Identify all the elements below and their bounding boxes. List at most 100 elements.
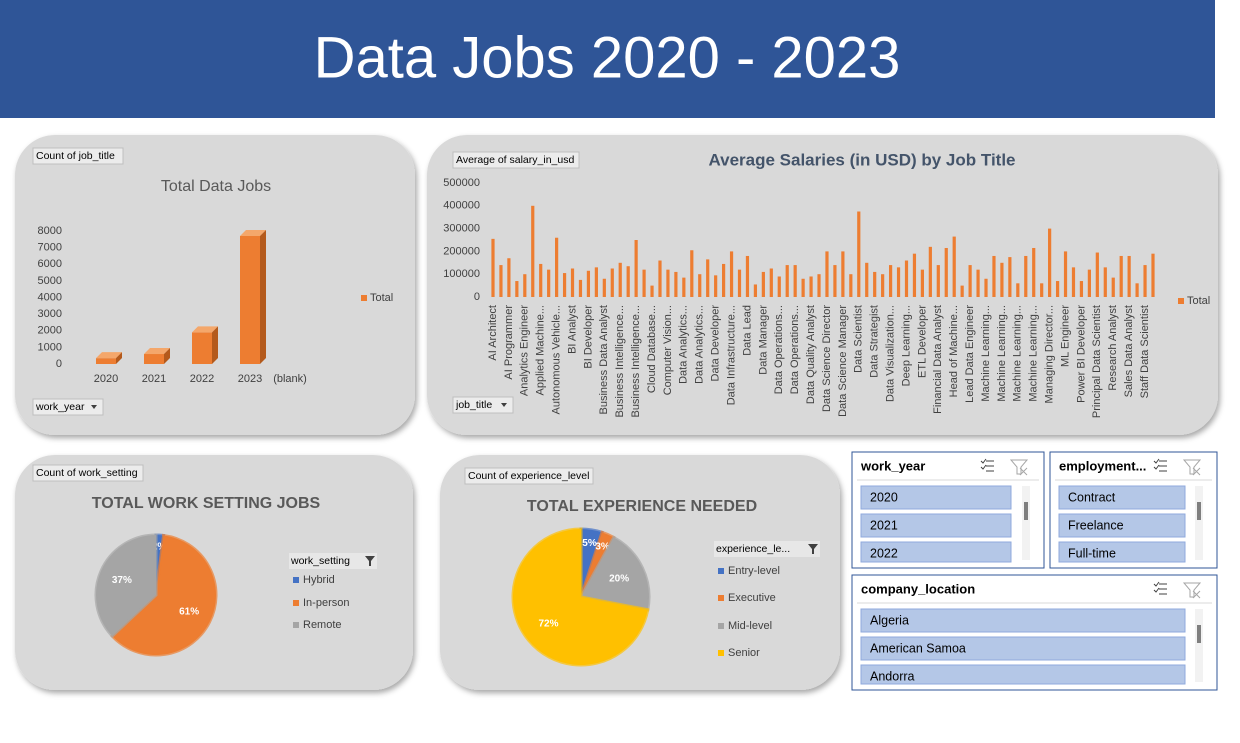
slicer-item[interactable] <box>860 485 1012 510</box>
slicer-item-label: 2021 <box>870 518 898 532</box>
slicer-item[interactable] <box>1058 513 1186 538</box>
x-tick-label: AI Architect <box>487 305 499 361</box>
slicer-item[interactable] <box>1058 541 1186 563</box>
legend-swatch <box>361 295 367 301</box>
bar-top <box>144 348 170 355</box>
bar <box>984 278 988 297</box>
bar <box>785 265 789 297</box>
chart-title: Total Data Jobs <box>161 178 271 195</box>
bar <box>944 247 948 297</box>
legend-swatch <box>293 600 299 606</box>
data-label: 20% <box>609 574 629 585</box>
data-label: 61% <box>179 607 199 618</box>
bar-top <box>192 326 218 333</box>
field-button[interactable] <box>464 467 594 485</box>
x-tick-label: Data Strategist <box>869 305 881 378</box>
data-label: 5% <box>582 538 597 549</box>
x-tick-label: 2022 <box>190 373 214 385</box>
bar <box>1055 281 1060 297</box>
scrollbar[interactable] <box>1195 609 1203 682</box>
x-tick-label: Staff Data Scientist <box>1139 305 1151 398</box>
bar <box>857 211 861 297</box>
bar <box>1127 255 1131 297</box>
x-tick-label: BI Analyst <box>566 305 578 354</box>
bar <box>96 358 116 364</box>
slicer-item[interactable] <box>860 541 1012 563</box>
scrollbar[interactable] <box>1195 486 1203 560</box>
bar <box>578 279 583 297</box>
legend-label: Entry-level <box>728 565 780 577</box>
bar <box>722 263 726 297</box>
y-tick-label: 100000 <box>443 268 480 280</box>
bar <box>833 265 837 297</box>
x-tick-label: Business Data Analyst <box>598 305 610 414</box>
field-label: Count of work_setting <box>36 467 138 479</box>
slicer-item[interactable] <box>1058 485 1186 510</box>
field-button[interactable] <box>32 464 144 482</box>
bar <box>499 265 503 297</box>
legend-swatch <box>1178 298 1184 304</box>
legend-swatch <box>718 623 724 629</box>
x-tick-label: ETL Developer <box>916 305 928 378</box>
field-button[interactable] <box>452 151 580 169</box>
clear-filter-icon[interactable] <box>1182 582 1202 599</box>
x-tick-label: Data Quality Analyst <box>805 305 817 404</box>
banner <box>0 0 1215 118</box>
bar <box>523 274 527 297</box>
bar <box>1016 283 1020 297</box>
bar <box>801 278 805 297</box>
field-button[interactable] <box>452 396 514 414</box>
slicer-item[interactable] <box>860 513 1012 538</box>
bar <box>1024 255 1028 297</box>
x-tick-label: Applied Machine... <box>535 305 547 396</box>
multi-select-icon[interactable] <box>1153 581 1167 595</box>
bar <box>547 269 551 297</box>
scroll-thumb[interactable] <box>1197 502 1201 520</box>
slicer-item-label: 2022 <box>870 546 898 560</box>
legend-swatch <box>718 650 724 656</box>
bar <box>507 258 511 297</box>
slicer-item[interactable] <box>860 608 1186 633</box>
x-tick-label: AI Programmer <box>503 305 515 380</box>
bar <box>849 274 853 297</box>
multi-select-icon[interactable] <box>980 458 994 472</box>
slicer-item-label: Algeria <box>870 613 909 627</box>
legend-label: Mid-level <box>728 620 772 632</box>
slicer-item[interactable] <box>860 664 1186 685</box>
legend-header[interactable] <box>289 553 377 569</box>
clear-filter-icon[interactable] <box>1182 459 1202 476</box>
field-button[interactable] <box>32 147 124 165</box>
bar <box>960 285 964 297</box>
bar <box>1103 267 1107 297</box>
bar <box>491 238 495 297</box>
bar-side <box>116 352 122 364</box>
bar <box>698 274 702 297</box>
legend-swatch <box>718 595 724 601</box>
legend-header[interactable] <box>714 541 820 557</box>
y-tick-label: 300000 <box>443 223 480 235</box>
bar <box>690 250 694 297</box>
scroll-thumb[interactable] <box>1024 502 1028 520</box>
x-tick-label: Managing Director... <box>1044 305 1056 403</box>
legend-title: experience_le... <box>716 543 790 555</box>
x-tick-label: Data Manager <box>757 305 769 375</box>
slicer-item[interactable] <box>860 636 1186 661</box>
filter-icon <box>808 544 818 554</box>
x-tick-label: Machine Learning... <box>996 305 1008 402</box>
field-label: Count of experience_level <box>468 470 589 482</box>
bar <box>912 253 917 297</box>
y-tick-label: 4000 <box>38 291 62 303</box>
scroll-thumb[interactable] <box>1197 625 1201 643</box>
bar <box>1079 281 1084 297</box>
y-tick-label: 6000 <box>38 258 62 270</box>
field-button[interactable] <box>32 398 104 416</box>
scrollbar[interactable] <box>1022 486 1030 560</box>
x-tick-label: BI Developer <box>582 305 594 369</box>
clear-filter-icon[interactable] <box>1009 459 1029 476</box>
bar <box>865 262 869 297</box>
x-tick-label: Data Analytics... <box>694 305 706 384</box>
bar <box>642 269 646 297</box>
y-tick-label: 8000 <box>38 225 62 237</box>
multi-select-icon[interactable] <box>1153 458 1167 472</box>
field-label: Count of job_title <box>36 150 115 162</box>
